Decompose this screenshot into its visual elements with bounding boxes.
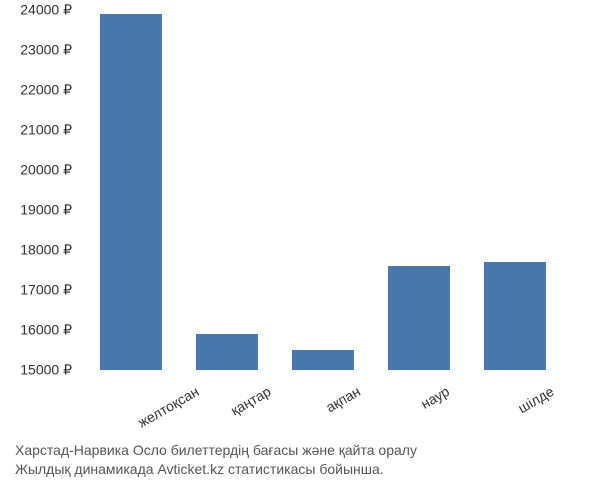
y-tick-label: 20000 ₽ [20, 162, 72, 179]
y-tick-label: 21000 ₽ [20, 122, 72, 139]
caption-line-1: Харстад-Нарвика Осло билеттердің бағасы … [15, 441, 417, 461]
chart-plot [80, 10, 580, 370]
y-tick-label: 15000 ₽ [20, 362, 72, 379]
chart-caption: Харстад-Нарвика Осло билеттердің бағасы … [15, 441, 417, 480]
x-tick-label: желтоқсан [135, 383, 201, 431]
x-tick-label: қаңтар [228, 383, 274, 419]
plot-area [80, 10, 580, 370]
bar [196, 334, 258, 370]
bar [484, 262, 546, 370]
bar [292, 350, 354, 370]
y-tick-label: 17000 ₽ [20, 282, 72, 299]
bar [100, 14, 162, 370]
y-tick-label: 16000 ₽ [20, 322, 72, 339]
y-tick-label: 23000 ₽ [20, 42, 72, 59]
x-tick-label: шілде [515, 383, 556, 416]
x-tick-label: ақпан [323, 383, 363, 415]
x-axis-labels: желтоқсан қаңтар ақпан наур шілде [80, 375, 580, 435]
y-tick-label: 24000 ₽ [20, 2, 72, 19]
caption-line-2: Жылдық динамикада Avticket.kz статистика… [15, 460, 417, 480]
y-axis: 15000 ₽16000 ₽17000 ₽18000 ₽19000 ₽20000… [0, 10, 80, 370]
bar [388, 266, 450, 370]
y-tick-label: 18000 ₽ [20, 242, 72, 259]
x-tick-label: наур [418, 383, 452, 412]
y-tick-label: 22000 ₽ [20, 82, 72, 99]
y-tick-label: 19000 ₽ [20, 202, 72, 219]
